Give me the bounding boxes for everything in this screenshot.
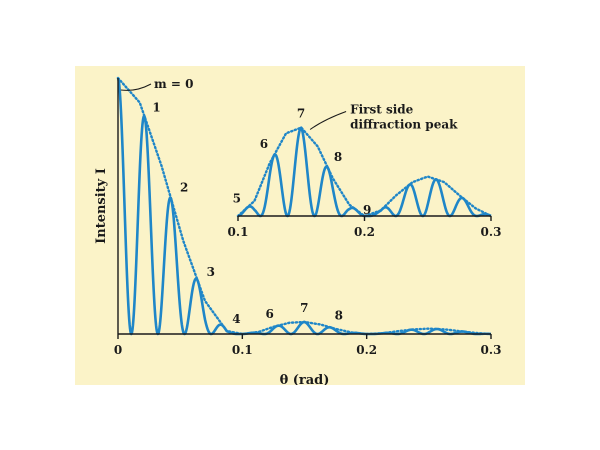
callout-line-1: First side: [350, 103, 414, 117]
annotation-order-1: 1: [152, 100, 160, 114]
inset-x-tick-label: 0.2: [354, 225, 375, 239]
main-x-tick-label: 0.2: [356, 343, 377, 357]
annotation-order-7: 7: [300, 301, 308, 315]
m0-leader-line: [120, 83, 152, 91]
y-axis-label: Intensity I: [94, 168, 109, 244]
inset-annotation-order-8: 8: [334, 150, 342, 164]
main-x-tick-label: 0.3: [481, 343, 502, 357]
chart-labels: θ (rad) Intensity I m = 0 1 2 3 4 6 7 8 5 6 7 8 9 First…: [94, 77, 458, 388]
inset-annotation-order-9: 9: [363, 203, 371, 217]
inset-annotation-order-7: 7: [297, 107, 305, 121]
main-plot: 0 0.1 0.2 0.3: [114, 76, 502, 357]
inset-annotation-order-5: 5: [233, 191, 241, 205]
annotation-order-8: 8: [335, 309, 343, 323]
x-axis-label: θ (rad): [280, 373, 330, 385]
annotation-order-3: 3: [207, 265, 215, 279]
figure-panel: 0 0.1 0.2 0.3 0.1 0.2 0.3 θ (rad) Intensity I m…: [75, 66, 525, 388]
main-x-tick-label: 0: [114, 343, 122, 357]
diffraction-chart: 0 0.1 0.2 0.3 0.1 0.2 0.3 θ (rad) Intensity I m…: [75, 66, 525, 388]
callout-leader-line: [309, 111, 347, 130]
inset-plot: 0.1 0.2 0.3: [228, 126, 502, 239]
main-envelope-curve: [116, 76, 493, 336]
inset-annotation-order-6: 6: [260, 137, 268, 151]
annotation-order-2: 2: [180, 181, 188, 195]
annotation-order-4: 4: [232, 312, 240, 326]
inset-x-tick-label: 0.3: [481, 225, 502, 239]
annotation-m0: m = 0: [154, 77, 193, 91]
callout-line-2: diffraction peak: [350, 118, 458, 132]
inset-x-tick-label: 0.1: [228, 225, 249, 239]
main-x-tick-label: 0.1: [232, 343, 253, 357]
annotation-order-6: 6: [265, 307, 273, 321]
